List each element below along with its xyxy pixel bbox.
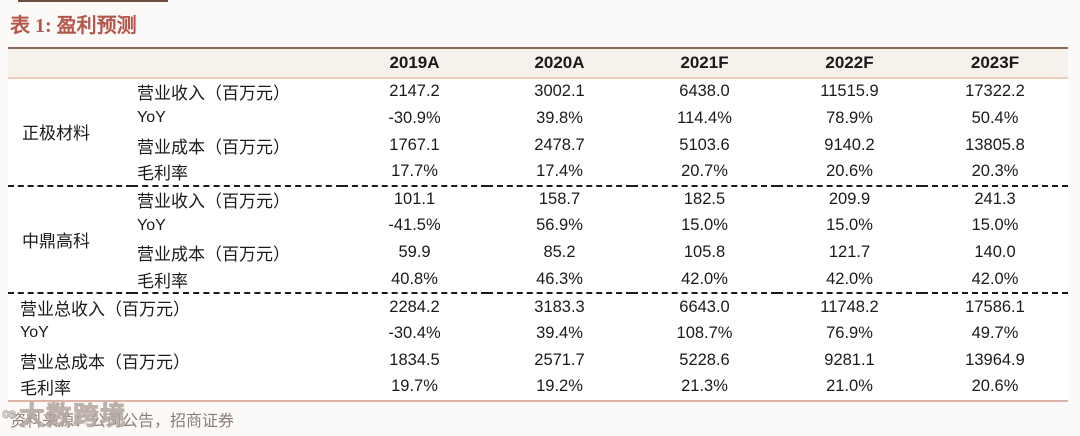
column-header-2020A: 2020A: [487, 48, 632, 79]
value-cell: 20.7%: [681, 162, 728, 181]
value-cell: 56.9%: [536, 216, 583, 235]
value-cell: 182.5: [632, 184, 777, 213]
metric-label: 毛利率: [137, 164, 188, 184]
value-cell: -30.4%: [388, 323, 441, 342]
total-label: YoY: [20, 324, 49, 342]
value-cell: 17.4%: [536, 162, 583, 181]
value-cell: 5103.6: [679, 135, 730, 154]
table-row: 毛利率 19.7% 19.2% 21.3% 21.0% 20.6%: [8, 374, 1068, 401]
value-cell: 140.0: [974, 243, 1016, 262]
total-label: 营业总收入（百万元）: [8, 292, 342, 321]
value-cell: 11748.2: [777, 292, 922, 321]
value-cell: 3183.3: [487, 292, 632, 321]
table-row: 营业成本（百万元） 59.9 85.2 105.8 121.7 140.0: [8, 239, 1068, 266]
metric-label: YoY: [137, 109, 166, 127]
value-cell: 17586.1: [922, 292, 1068, 321]
value-cell: 9140.2: [824, 135, 875, 154]
value-cell: -30.9%: [388, 108, 441, 127]
column-header-2021F: 2021F: [632, 48, 777, 79]
total-label: 毛利率: [20, 379, 71, 399]
value-cell: 21.0%: [826, 377, 873, 396]
value-cell: 6643.0: [632, 292, 777, 321]
value-cell: 13964.9: [965, 350, 1025, 369]
source-note: 资料来源：公司公告，招商证券: [10, 407, 1080, 431]
table-row: YoY -41.5% 56.9% 15.0% 15.0% 15.0%: [8, 212, 1068, 239]
value-cell: 2147.2: [389, 82, 440, 101]
metric-label: 毛利率: [137, 271, 188, 291]
table-row: 正极材料 营业收入（百万元） 2147.2 3002.1 6438.0 11515.9 17…: [8, 78, 1068, 143]
table-title: 表 1: 盈利预测: [0, 0, 1080, 47]
value-cell: 5228.6: [679, 350, 730, 369]
value-cell: 13805.8: [965, 135, 1025, 154]
value-cell: 49.7%: [971, 323, 1019, 342]
value-cell: 1834.5: [389, 350, 440, 369]
value-cell: 20.3%: [971, 162, 1019, 181]
top-rule-fragment: [18, 0, 168, 2]
value-cell: 50.4%: [971, 108, 1019, 127]
value-cell: 209.9: [777, 184, 922, 213]
value-cell: -41.5%: [388, 216, 441, 235]
table-row: 营业总成本（百万元） 1834.5 2571.7 5228.6 9281.1 13964.…: [8, 347, 1068, 374]
table-row: 毛利率 40.8% 46.3% 42.0% 42.0% 42.0%: [8, 266, 1068, 293]
value-cell: 2478.7: [534, 135, 585, 154]
header-corner-cell: [8, 48, 342, 79]
table-row: 营业成本（百万元） 1767.1 2478.7 5103.6 9140.2 13805.8: [8, 132, 1068, 159]
group-label: 正极材料: [22, 124, 90, 144]
total-label: 营业总成本（百万元）: [20, 352, 190, 372]
value-cell: 46.3%: [536, 269, 583, 288]
value-cell: 6438.0: [679, 82, 730, 101]
column-header-2023F: 2023F: [922, 48, 1068, 79]
value-cell: 11515.9: [820, 82, 879, 101]
profit-forecast-table: 2019A 2020A 2021F 2022F 2023F 正极材料 营业收入（百万元） 2…: [8, 47, 1068, 402]
metric-label: YoY: [137, 216, 166, 234]
table-row: YoY -30.9% 39.8% 114.4% 78.9% 50.4%: [8, 105, 1068, 132]
column-header-2019A: 2019A: [342, 48, 487, 79]
value-cell: 42.0%: [681, 269, 728, 288]
table-title-text: 表 1: 盈利预测: [10, 15, 137, 37]
value-cell: 42.0%: [971, 269, 1019, 288]
source-note-text: 资料来源：公司公告，招商证券: [10, 412, 235, 430]
value-cell: 19.2%: [536, 377, 583, 396]
value-cell: 15.0%: [971, 216, 1019, 235]
value-cell: 121.7: [828, 243, 871, 262]
value-cell: 2284.2: [342, 292, 487, 321]
value-cell: 2571.7: [534, 350, 585, 369]
table-row: YoY -30.4% 39.4% 108.7% 76.9% 49.7%: [8, 320, 1068, 347]
value-cell: 17.7%: [391, 162, 438, 181]
metric-label: 营业收入（百万元）: [132, 184, 342, 213]
value-cell: 85.2: [543, 243, 576, 262]
group-label: 中鼎高科: [8, 184, 132, 294]
metric-label: 营业成本（百万元）: [137, 137, 290, 157]
value-cell: 241.3: [922, 184, 1068, 213]
value-cell: 108.7%: [676, 323, 733, 342]
value-cell: 40.8%: [391, 269, 438, 288]
value-cell: 9281.1: [824, 350, 875, 369]
value-cell: 15.0%: [681, 216, 728, 235]
value-cell: 78.9%: [826, 108, 873, 127]
table-header-row: 2019A 2020A 2021F 2022F 2023F: [8, 48, 1068, 79]
value-cell: 158.7: [487, 184, 632, 213]
value-cell: 114.4%: [677, 108, 732, 127]
table-row: 毛利率 17.7% 17.4% 20.7% 20.6% 20.3%: [8, 159, 1068, 186]
value-cell: 59.9: [398, 243, 431, 262]
value-cell: 76.9%: [826, 323, 873, 342]
value-cell: 21.3%: [681, 377, 728, 396]
value-cell: 39.4%: [536, 323, 583, 342]
column-header-2022F: 2022F: [777, 48, 922, 79]
metric-label: 营业成本（百万元）: [137, 245, 290, 265]
value-cell: 1767.1: [389, 135, 440, 154]
table-row: 中鼎高科 营业收入（百万元） 101.1 158.7 182.5 209.9 241.3: [8, 184, 1068, 294]
value-cell: 101.1: [342, 184, 487, 213]
value-cell: 39.8%: [536, 108, 583, 127]
value-cell: 105.8: [683, 243, 726, 262]
table-row: 营业总收入（百万元） 2284.2 3183.3 6643.0 11748.2 17586…: [8, 292, 1068, 321]
value-cell: 20.6%: [971, 377, 1019, 396]
value-cell: 15.0%: [826, 216, 873, 235]
metric-label: 营业收入（百万元）: [137, 84, 290, 104]
value-cell: 3002.1: [534, 82, 585, 101]
value-cell: 19.7%: [391, 377, 438, 396]
value-cell: 42.0%: [826, 269, 873, 288]
value-cell: 17322.2: [965, 82, 1025, 101]
value-cell: 20.6%: [826, 162, 873, 181]
